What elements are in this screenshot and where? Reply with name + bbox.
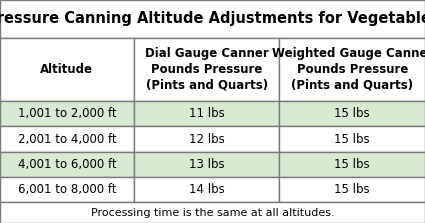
Bar — [134, 101, 280, 126]
Bar — [280, 152, 425, 177]
Text: Processing time is the same at all altitudes.: Processing time is the same at all altit… — [91, 208, 334, 218]
Text: 1,001 to 2,000 ft: 1,001 to 2,000 ft — [17, 107, 116, 120]
Bar — [134, 38, 280, 101]
Text: Pressure Canning Altitude Adjustments for Vegetables: Pressure Canning Altitude Adjustments fo… — [0, 11, 425, 26]
Text: 2,001 to 4,000 ft: 2,001 to 4,000 ft — [17, 132, 116, 146]
Bar — [134, 126, 280, 152]
Text: 14 lbs: 14 lbs — [189, 183, 224, 196]
Text: 15 lbs: 15 lbs — [334, 107, 370, 120]
Bar — [280, 126, 425, 152]
Text: 13 lbs: 13 lbs — [189, 158, 224, 171]
Bar — [280, 101, 425, 126]
Text: Dial Gauge Canner
Pounds Pressure
(Pints and Quarts): Dial Gauge Canner Pounds Pressure (Pints… — [145, 47, 269, 92]
Bar — [0, 0, 425, 38]
Text: 6,001 to 8,000 ft: 6,001 to 8,000 ft — [18, 183, 116, 196]
Text: Altitude: Altitude — [40, 63, 94, 76]
Bar — [280, 177, 425, 202]
Text: 15 lbs: 15 lbs — [334, 132, 370, 146]
Bar — [0, 101, 134, 126]
Bar — [0, 126, 134, 152]
Bar — [0, 38, 134, 101]
Text: 4,001 to 6,000 ft: 4,001 to 6,000 ft — [17, 158, 116, 171]
Text: 11 lbs: 11 lbs — [189, 107, 224, 120]
Bar — [280, 38, 425, 101]
Bar — [0, 152, 134, 177]
Text: Weighted Gauge Canner
Pounds Pressure
(Pints and Quarts): Weighted Gauge Canner Pounds Pressure (P… — [272, 47, 425, 92]
Bar — [134, 177, 280, 202]
Bar — [134, 152, 280, 177]
Text: 15 lbs: 15 lbs — [334, 158, 370, 171]
Bar — [0, 177, 134, 202]
Text: 15 lbs: 15 lbs — [334, 183, 370, 196]
Text: 12 lbs: 12 lbs — [189, 132, 224, 146]
Bar — [0, 202, 425, 223]
